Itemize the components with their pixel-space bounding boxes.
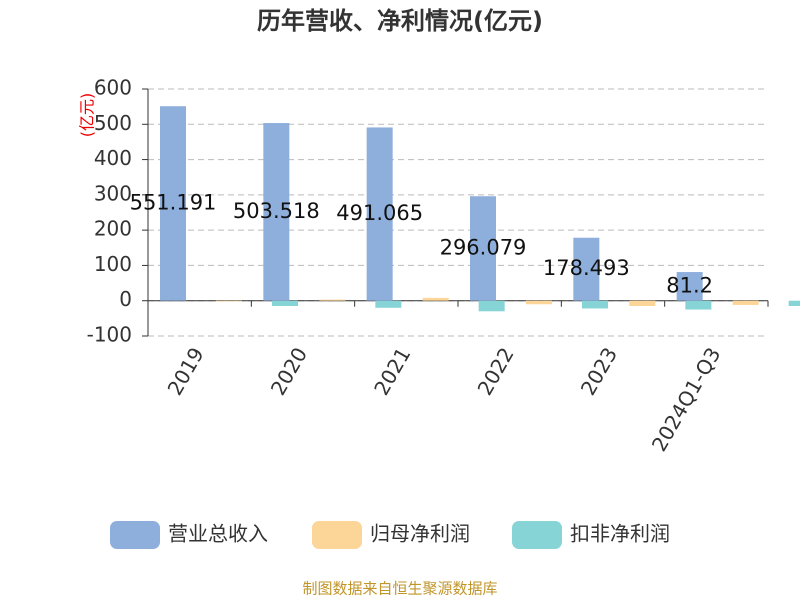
x-tick-label: 2019 — [163, 343, 209, 399]
value-label: 551.191 — [130, 190, 217, 214]
bar — [732, 300, 759, 305]
chart-title: 历年营收、净利情况(亿元) — [257, 7, 543, 35]
y-tick-label: -100 — [87, 323, 132, 347]
bar — [788, 300, 800, 307]
y-tick-label: 500 — [94, 111, 132, 135]
bar — [319, 299, 346, 301]
bar — [422, 297, 449, 301]
bar — [470, 196, 496, 301]
bar — [582, 300, 608, 309]
y-tick-label: 0 — [119, 287, 132, 311]
x-tick-label: 2021 — [369, 343, 415, 399]
y-axis-label: (亿元) — [78, 93, 97, 138]
x-tick-label: 2020 — [266, 343, 312, 399]
legend-swatch — [312, 521, 362, 549]
bar — [676, 272, 703, 301]
bar — [216, 300, 242, 302]
bar — [629, 300, 656, 307]
bar — [573, 237, 600, 301]
x-tick-label: 2022 — [473, 343, 519, 399]
legend-swatch — [512, 521, 562, 549]
bar — [685, 300, 712, 310]
bar — [160, 106, 186, 301]
legend-swatch — [110, 521, 160, 549]
x-tick-label: 2023 — [576, 343, 622, 399]
x-tick-label: 2024Q1-Q3 — [647, 343, 726, 455]
value-label: 81.2 — [666, 273, 713, 297]
value-label: 178.493 — [543, 256, 630, 280]
y-tick-label: 200 — [94, 217, 132, 241]
y-tick-label: 100 — [94, 252, 132, 276]
bar — [272, 300, 298, 307]
y-tick-label: 600 — [94, 76, 132, 100]
bar — [366, 127, 393, 301]
value-label: 491.065 — [336, 201, 423, 225]
bar — [263, 123, 290, 301]
y-tick-label: 400 — [94, 146, 132, 170]
source: 制图数据来自恒生聚源数据库 — [302, 580, 497, 598]
bar — [478, 300, 505, 312]
legend-label: 扣非净利润 — [570, 522, 670, 546]
y-tick-label: 300 — [94, 181, 132, 205]
value-label: 503.518 — [233, 199, 320, 223]
bar — [375, 300, 402, 308]
value-label: 296.079 — [440, 235, 527, 259]
bar — [526, 300, 552, 305]
legend-label: 营业总收入 — [168, 522, 268, 546]
legend-label: 归母净利润 — [370, 522, 470, 546]
